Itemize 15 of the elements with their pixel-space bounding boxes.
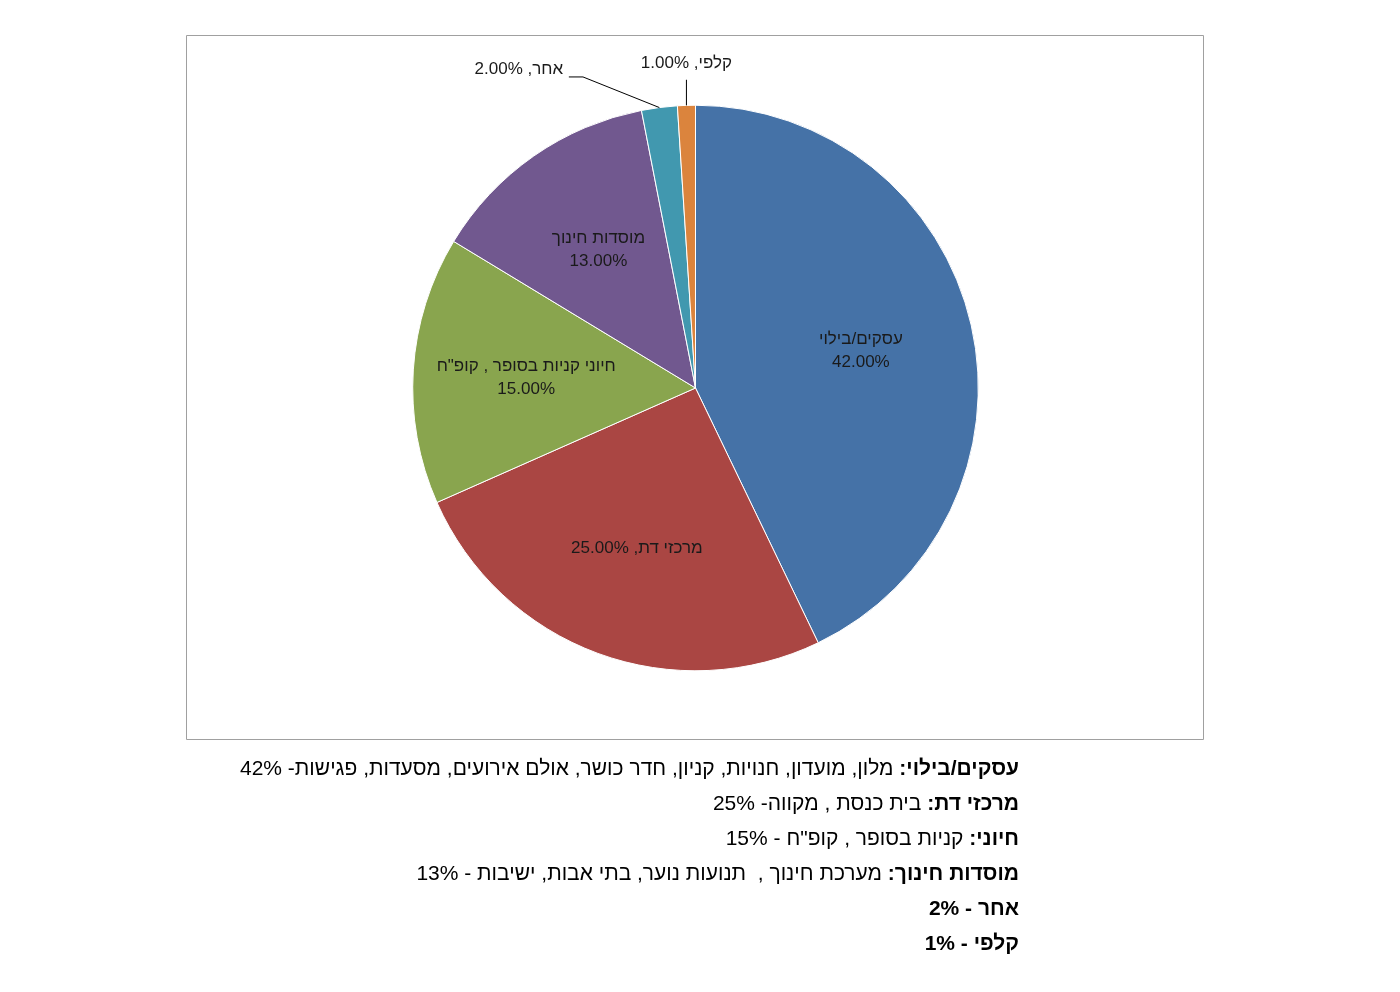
slice-label: קלפי, 1.00% — [640, 53, 733, 73]
text: מרכזי דת: בית כנסת , מקווה- 25% — [711, 790, 1020, 816]
text: קלפי - 1% — [924, 931, 1020, 954]
text: עסקים/בילוי: מלון, מועדון, חנויות, קניון, חדר כושר, אולם אירועים, מסעדות, פגישות- 42% — [240, 755, 1020, 781]
data-label: 13.00% — [569, 250, 628, 270]
slice-label: חיוני קניות בסופר , קופ"ח — [436, 356, 616, 376]
slice-label: עסקים/בילוי — [819, 329, 903, 349]
data-label: 42.00% — [832, 352, 890, 372]
data-label: 15.00% — [497, 379, 556, 399]
slice-label: אחר, 2.00% — [474, 58, 564, 78]
slice-label: מרכזי דת, 25.00% — [571, 537, 703, 557]
text: חיוני: קניות בסופר , קופ"ח - 15% — [724, 825, 1020, 851]
text: מוסדות חינוך: מערכת חינוך , תנועות נוער, בתי אבות, ישיבות - 13% — [415, 860, 1020, 886]
slice-label: מוסדות חינוך — [551, 227, 646, 247]
text: אחר - 2% — [928, 896, 1020, 919]
